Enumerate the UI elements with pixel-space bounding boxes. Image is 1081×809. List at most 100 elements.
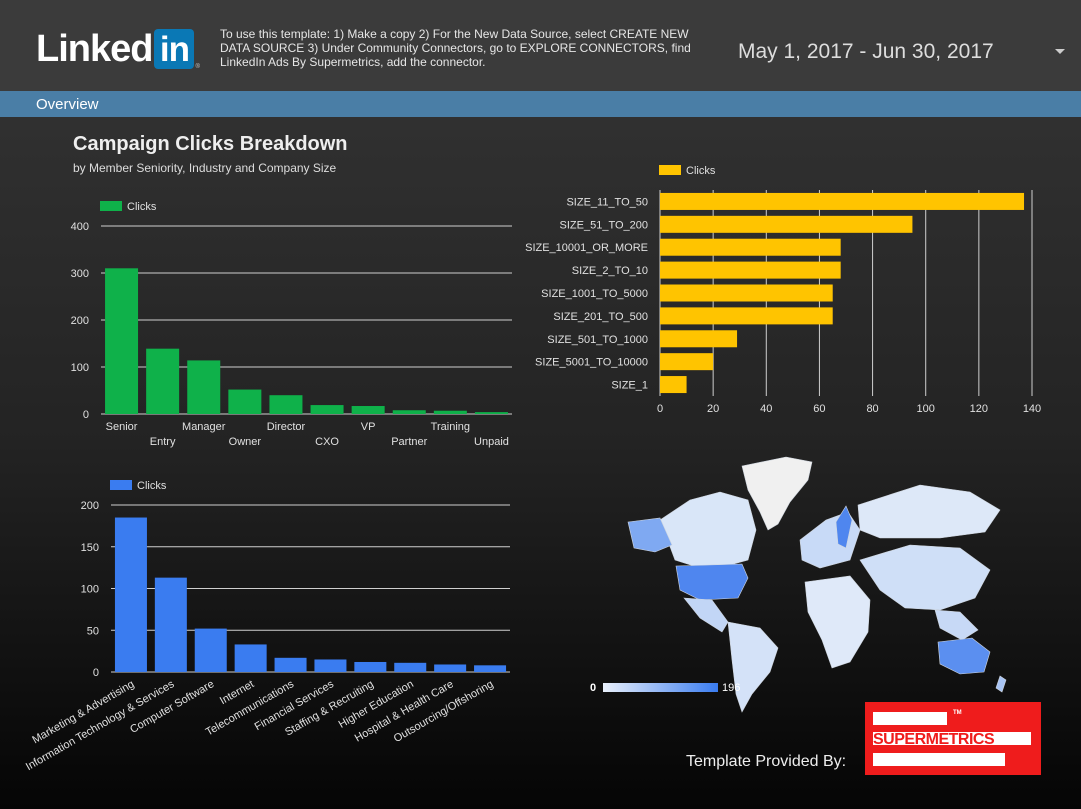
industry-bar <box>434 664 467 672</box>
map-region-scandinavia <box>835 505 853 549</box>
map-legend-max: 196 <box>722 682 740 694</box>
seniority-y-tick-label: 200 <box>71 315 89 327</box>
seniority-y-tick-label: 300 <box>71 268 89 280</box>
map-legend-min: 0 <box>590 682 596 694</box>
company-size-x-tick-label: 40 <box>760 403 772 415</box>
company-size-y-tick-label: SIZE_1 <box>611 380 648 392</box>
seniority-y-tick-label: 0 <box>83 409 89 421</box>
company-size-x-tick-label: 0 <box>657 403 663 415</box>
company-size-y-tick-label: SIZE_51_TO_200 <box>560 219 648 231</box>
map-region-australia <box>937 637 991 675</box>
seniority-bar-chart: 0 100 200 300 400 Clicks Senior Entry ManagerOwn… <box>71 201 512 448</box>
supermetrics-tm: TM <box>953 710 962 716</box>
map-region-russia <box>857 484 1001 539</box>
logo-wordmark: Linked <box>36 28 153 70</box>
template-instructions: To use this template: 1) Make a copy 2) … <box>220 27 691 69</box>
seniority-x-tick-label: Training <box>431 421 470 433</box>
industry-legend-label: Clicks <box>137 480 167 492</box>
industry-bar <box>314 659 347 672</box>
company-size-bar <box>660 215 913 233</box>
seniority-legend-label: Clicks <box>127 201 157 213</box>
industry-bar <box>194 628 227 672</box>
seniority-bar <box>351 406 385 414</box>
company-size-y-tick-label: SIZE_501_TO_1000 <box>547 334 648 346</box>
page-title: Campaign Clicks Breakdown <box>73 133 348 155</box>
supermetrics-logo[interactable]: SUPERMETRICS TM <box>865 702 1041 775</box>
linkedin-logo: Linked in ® <box>36 28 200 70</box>
industry-y-tick-label: 0 <box>93 667 99 679</box>
map-color-legend: 0 196 <box>590 682 740 694</box>
company-size-x-tick-label: 60 <box>813 403 825 415</box>
company-size-x-tick-label: 20 <box>707 403 719 415</box>
seniority-x-tick-label: Senior <box>106 421 138 433</box>
chevron-down-icon[interactable] <box>1055 49 1065 54</box>
company-size-bar <box>660 330 738 348</box>
industry-bar <box>474 665 507 672</box>
company-size-y-tick-label: SIZE_11_TO_50 <box>566 196 648 208</box>
tab-overview[interactable]: Overview <box>36 96 99 113</box>
industry-bar <box>114 517 147 672</box>
industry-bar <box>274 657 307 672</box>
seniority-bar <box>187 360 221 414</box>
company-size-bar <box>660 192 1025 210</box>
industry-y-tick-label: 100 <box>81 584 99 596</box>
industry-y-tick-label: 150 <box>81 542 99 554</box>
seniority-x-tick-label: Unpaid <box>474 436 509 448</box>
seniority-x-tick-label: CXO <box>315 436 339 448</box>
seniority-x-tick-label: Partner <box>391 436 427 448</box>
industry-bar <box>394 662 427 672</box>
logo-bar-bottom <box>873 753 1005 766</box>
industry-bar <box>154 577 187 672</box>
page-subtitle: by Member Seniority, Industry and Compan… <box>73 161 337 175</box>
seniority-bar <box>228 389 262 414</box>
industry-bar <box>354 661 387 672</box>
company-size-y-tick-label: SIZE_201_TO_500 <box>553 311 648 323</box>
seniority-x-tick-label: Director <box>267 421 306 433</box>
seniority-legend-swatch <box>100 201 122 211</box>
company-size-bar <box>660 261 841 279</box>
company-size-x-tick-label: 120 <box>970 403 988 415</box>
seniority-bar <box>433 410 467 414</box>
seniority-bar <box>146 348 180 414</box>
seniority-bar <box>310 405 344 414</box>
map-region-se-asia <box>934 609 979 641</box>
seniority-bar <box>269 395 303 414</box>
company-size-y-tick-label: SIZE_5001_TO_10000 <box>535 357 648 369</box>
company-size-bar <box>660 353 714 371</box>
company-size-x-tick-label: 80 <box>866 403 878 415</box>
logo-trademark: ® <box>195 64 200 70</box>
map-region-alaska <box>627 517 673 553</box>
header: Linked in ® To use this template: 1) Make … <box>0 0 1081 91</box>
company-size-bar-chart: 0 20 40 60 80 100 120 140 SIZE_11_TO_50 SIZE_51_T… <box>525 165 1041 415</box>
world-map-shapes <box>627 456 1007 713</box>
industry-legend-swatch <box>110 480 132 490</box>
date-range-picker[interactable]: May 1, 2017 - Jun 30, 2017 <box>738 40 994 63</box>
supermetrics-wordmark: SUPERMETRICS <box>873 731 995 748</box>
company-size-y-tick-label: SIZE_10001_OR_MORE <box>525 242 648 254</box>
map-region-south-america <box>727 621 779 713</box>
company-size-y-tick-label: SIZE_2_TO_10 <box>572 265 648 277</box>
map-region-mexico <box>683 597 729 633</box>
logo-bar-top <box>873 712 947 725</box>
map-region-asia <box>859 544 991 611</box>
company-size-bar <box>660 284 833 302</box>
company-size-legend-label: Clicks <box>686 165 716 177</box>
seniority-x-tick-label: Owner <box>229 436 262 448</box>
seniority-x-tick-label: Manager <box>182 421 226 433</box>
company-size-x-tick-label: 140 <box>1023 403 1041 415</box>
map-region-new-zealand <box>995 675 1007 693</box>
seniority-bar <box>105 268 139 414</box>
company-size-legend-swatch <box>659 165 681 175</box>
industry-bar <box>234 644 267 672</box>
company-size-bar <box>660 238 841 256</box>
map-region-canada <box>659 491 757 569</box>
logo-in-box: in <box>154 29 195 69</box>
industry-y-tick-label: 200 <box>81 500 99 512</box>
company-size-x-tick-label: 100 <box>917 403 935 415</box>
map-region-greenland <box>741 456 813 531</box>
company-size-bar <box>660 376 687 394</box>
nav-bar: Overview <box>0 91 1081 117</box>
industry-y-tick-label: 50 <box>87 625 99 637</box>
seniority-bar <box>392 410 426 414</box>
